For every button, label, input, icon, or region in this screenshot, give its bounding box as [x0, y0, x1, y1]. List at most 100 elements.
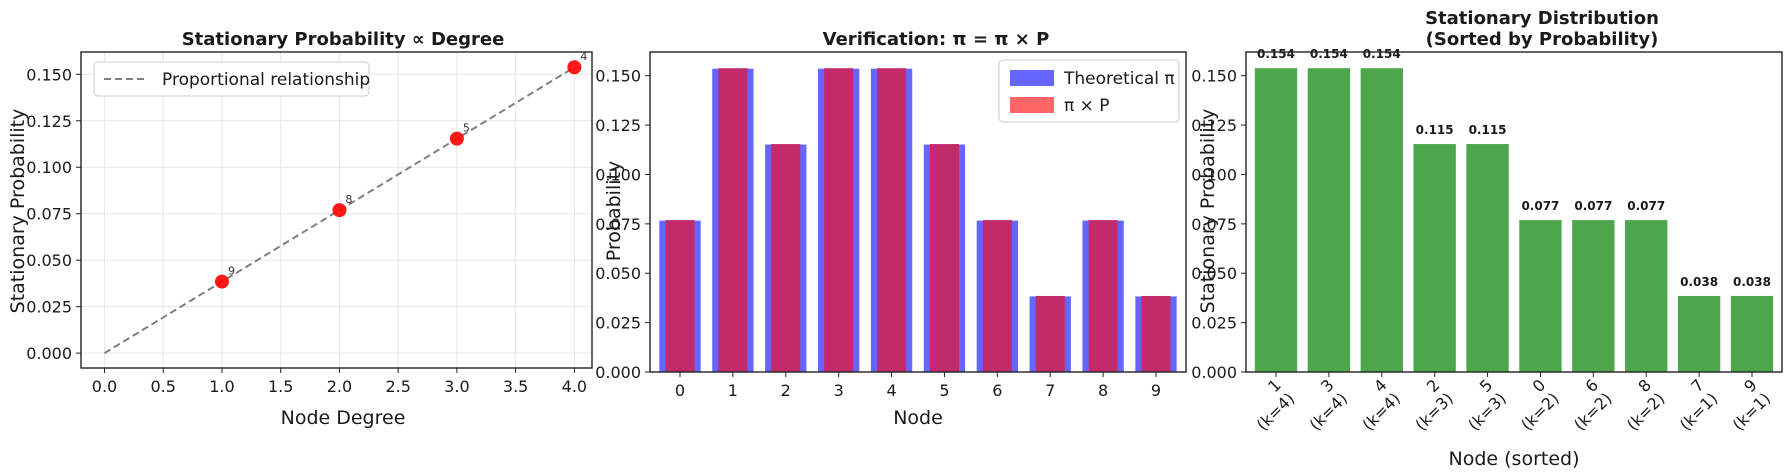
chart2-legend: Theoretical π π × P [998, 59, 1180, 123]
chart3-bar [1677, 295, 1721, 372]
chart1-ytick-label: 0.025 [26, 298, 72, 317]
chart3-ytick-label: 0.075 [1191, 215, 1237, 234]
chart1-xlabel: Node Degree [281, 407, 406, 429]
chart3-xtick-group: 1(k=4) [1253, 375, 1298, 434]
chart3-marks: 0.154 0.154 0.154 0.115 0.115 0.077 0.077 0.077… [1254, 47, 1774, 372]
chart1-ylabel: Stationary Probability [7, 109, 29, 314]
chart1-xtick-label: 0.0 [92, 377, 117, 396]
chart1-point-label: 5 [463, 122, 470, 135]
chart3-ylabel: Stationary Probability [1197, 109, 1219, 314]
chart2-ytick-label: 0.150 [595, 67, 641, 86]
chart2-bar-pip [982, 220, 1012, 372]
chart2-legend-swatch-theoretical [1010, 70, 1054, 86]
chart3-bar [1625, 220, 1668, 372]
chart3-value-label: 0.154 [1310, 47, 1348, 61]
chart3-value-label: 0.077 [1574, 199, 1612, 213]
chart3-xtick-group: 5(k=3) [1464, 375, 1509, 434]
chart3-xtick-group: 8(k=2) [1623, 375, 1668, 434]
chart3-xtick-degree: (k=4) [1253, 389, 1298, 434]
chart3-xtick-group: 6(k=2) [1570, 375, 1615, 434]
chart3-xtick-degree: (k=1) [1729, 389, 1774, 434]
chart1-point [214, 274, 229, 289]
chart3-bar [1413, 144, 1456, 372]
chart2-ytick-label: 0.075 [595, 215, 641, 234]
chart2-ticks: 0.000 0.025 0.050 0.075 0.100 0.125 0.150 0 1 2 3 4… [595, 67, 1161, 400]
chart1-legend-box [93, 61, 370, 97]
chart1-xtick-label: 1.0 [209, 377, 234, 396]
chart3-value-label: 0.154 [1257, 47, 1295, 61]
chart3-title: Stationary Distribution [1425, 8, 1659, 29]
chart2-ytick-label: 0.125 [595, 116, 641, 135]
chart3-xtick-degree: (k=3) [1411, 389, 1456, 434]
chart2-ytick-label: 0.025 [595, 314, 641, 333]
chart2-bar-pip [824, 68, 854, 372]
chart3-xtick-group: 4(k=4) [1359, 375, 1404, 434]
chart3-bar [1360, 68, 1403, 372]
chart2-xtick-label: 3 [834, 381, 844, 400]
chart2-bar-pip [718, 68, 748, 372]
chart2-legend-swatch-pip [1010, 97, 1054, 113]
chart3-value-label: 0.115 [1416, 123, 1454, 137]
chart2-xtick-label: 6 [992, 381, 1002, 400]
chart2-xtick-label: 7 [1045, 381, 1055, 400]
chart3-value-label: 0.077 [1521, 199, 1559, 213]
chart1-point-label: 8 [345, 193, 352, 206]
chart3-ytick-label: 0.100 [1191, 165, 1237, 184]
chart2-ytick-label: 0.000 [595, 363, 641, 382]
chart2-xlabel: Node [893, 407, 943, 429]
chart3-xtick-group: 9(k=1) [1729, 375, 1774, 434]
chart2-bar-pip [1141, 295, 1171, 372]
chart2-xtick-label: 9 [1151, 381, 1161, 400]
chart3-xtick-degree: (k=4) [1359, 389, 1404, 434]
chart3-frame [1245, 51, 1783, 373]
chart3-ytick-label: 0.150 [1191, 67, 1237, 86]
chart1-point-label: 9 [228, 265, 235, 278]
chart1-point [332, 203, 347, 218]
chart3-xtick-degree: (k=2) [1623, 389, 1668, 434]
chart3-value-label: 0.038 [1680, 275, 1718, 289]
chart1-xtick-label: 4.0 [562, 377, 587, 396]
chart3-value-label: 0.154 [1363, 47, 1401, 61]
chart2-bar-pip [1088, 220, 1118, 372]
chart1-frame [80, 51, 593, 369]
chart2-bar-pip [771, 144, 801, 372]
chart3-xtick-degree: (k=2) [1570, 389, 1615, 434]
chart3-bar [1730, 295, 1774, 372]
chart2-xtick-label: 0 [675, 381, 685, 400]
chart3-xtick-degree: (k=3) [1464, 389, 1509, 434]
chart1-xtick-label: 2.5 [385, 377, 410, 396]
chart1-xtick-label: 3.0 [444, 377, 469, 396]
chart3-value-label: 0.038 [1733, 275, 1771, 289]
chart3-xtick-group: 2(k=3) [1411, 375, 1456, 434]
chart3-xtick-group: 7(k=1) [1676, 375, 1721, 434]
chart3-subtitle: (Sorted by Probability) [1426, 29, 1659, 50]
chart3-bar [1307, 68, 1351, 372]
chart-sorted-distribution: Stationary Distribution (Sorted by Proba… [1191, 8, 1783, 470]
chart2-bar-pip [877, 68, 907, 372]
chart3-xtick-degree: (k=1) [1676, 389, 1721, 434]
chart1-ytick-label: 0.100 [26, 158, 72, 177]
chart2-bar-pip [929, 144, 959, 372]
chart1-ytick-label: 0.125 [26, 112, 72, 131]
chart1-xtick-label: 1.5 [268, 377, 293, 396]
chart1-ytick-label: 0.150 [26, 65, 72, 84]
chart2-legend-label-theoretical: Theoretical π [1063, 69, 1175, 89]
chart1-title: Stationary Probability ∝ Degree [182, 29, 505, 50]
chart2-ylabel: Probability [603, 161, 625, 261]
chart2-xtick-label: 4 [886, 381, 896, 400]
chart-verification: Verification: π = π × P 0.0000.0250.0500… [595, 29, 1187, 429]
chart2-legend-label-pip: π × P [1064, 96, 1110, 116]
chart1-ytick-label: 0.000 [26, 344, 72, 363]
chart1-legend: Proportional relationship [93, 61, 370, 97]
chart2-ytick-label: 0.100 [595, 165, 641, 184]
chart1-ticks: 0.0 0.5 1.0 1.5 2.0 2.5 3.0 3.5 4.0 0.000 0.025 0.0… [26, 65, 587, 396]
chart2-xtick-label: 8 [1098, 381, 1108, 400]
chart3-ytick-label: 0.050 [1191, 264, 1237, 283]
chart2-xtick-label: 2 [781, 381, 791, 400]
chart3-bar [1254, 68, 1298, 372]
chart3-bar [1466, 144, 1509, 372]
chart3-xlabel: Node (sorted) [1449, 448, 1580, 470]
chart3-ytick-label: 0.000 [1191, 363, 1237, 382]
chart3-xtick-degree: (k=4) [1306, 389, 1351, 434]
